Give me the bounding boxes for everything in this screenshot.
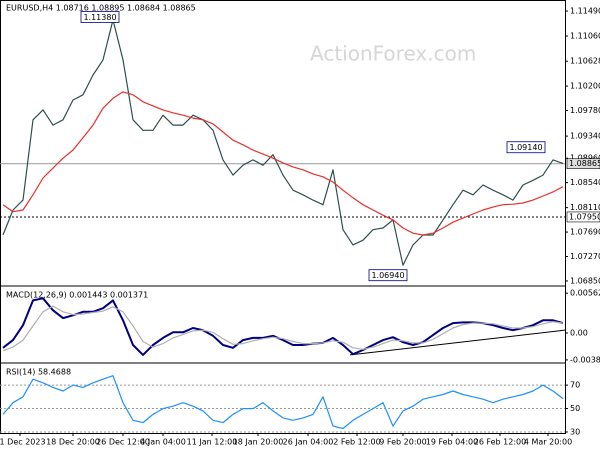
panel-title: MACD(12,26,9) 0.001443 0.001371 [6,291,148,300]
y-tick-label: -0.003807 [570,355,600,364]
series-line [2,91,564,236]
price-annotation-box [80,11,120,23]
y-tick-label: 1.09780 [570,106,600,115]
y-tick-label: 1.11060 [570,32,600,41]
x-tick-label: 26 Feb 12:00 [474,438,526,447]
series-line [2,297,564,356]
y-tick-label: 1.09340 [570,132,600,141]
series-line [2,305,564,352]
y-tick-label: 50 [570,404,580,413]
y-tick-label: 1.08110 [570,203,600,212]
panel-title: EURUSD,H4 1.08716 1.08895 1.08684 1.0886… [6,4,196,13]
series-line [2,375,564,430]
x-tick-label: 18 Jan 20:00 [233,438,284,447]
y-tick-label: 1.07690 [570,228,600,237]
trendline [349,329,566,356]
level-label: 1.08865 [569,159,600,168]
price-annotation: 1.09140 [509,143,542,152]
price-annotation: 1.11380 [83,13,116,22]
price-annotation: 1.06940 [371,271,404,280]
panel-title: RSI(14) 58.4688 [6,368,71,377]
y-tick-label: 70 [570,381,580,390]
y-tick-label: 1.10628 [570,57,600,66]
x-tick-label: 4 Jan 04:00 [140,438,186,447]
level-label-box [566,211,600,223]
x-tick-label: 26 Dec 12:00 [96,438,150,447]
y-tick-label: 0.00 [570,328,588,337]
y-tick-label: 1.08960 [570,154,600,163]
y-tick-label: 1.08540 [570,178,600,187]
x-tick-label: 2 Feb 12:00 [333,438,380,447]
y-tick-label: 30 [570,428,580,437]
watermark: ActionForex.com [310,42,476,66]
y-tick-label: 1.07270 [570,252,600,261]
x-tick-label: 18 Dec 20:00 [46,438,100,447]
y-tick-label: 1.10200 [570,82,600,91]
price-annotation-box [506,141,546,154]
y-tick-label: 1.06850 [570,276,600,285]
x-tick-label: 11 Dec 2023 [0,438,46,447]
series-line [2,19,564,266]
price-annotation-box [368,269,408,282]
x-tick-label: 9 Feb 20:00 [379,438,426,447]
level-label-box [566,158,600,170]
x-tick-label: 11 Jan 12:00 [187,438,238,447]
x-tick-label: 26 Jan 04:00 [283,438,334,447]
x-tick-label: 4 Mar 20:00 [524,438,572,447]
level-label: 1.07950 [569,212,600,221]
y-tick-label: 0.005628 [570,289,600,298]
x-tick-label: 19 Feb 04:00 [426,438,478,447]
y-tick-label: 1.11490 [570,7,600,16]
